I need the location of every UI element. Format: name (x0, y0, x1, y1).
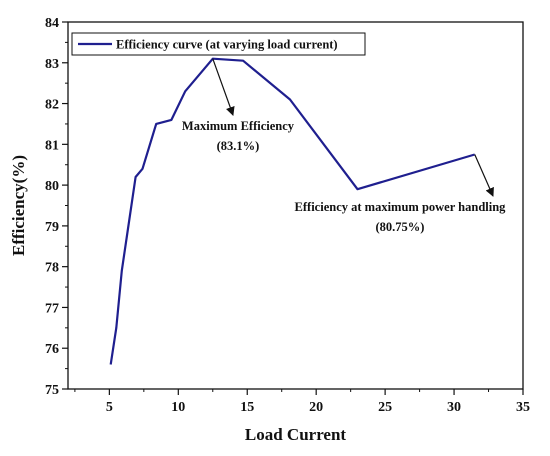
y-axis-title: Efficiency(%) (9, 155, 28, 256)
annotation-max-efficiency-line2: (83.1%) (217, 139, 260, 153)
y-tick-label: 75 (45, 383, 59, 398)
x-tick-label: 25 (378, 400, 392, 415)
y-tick-label: 79 (45, 220, 59, 235)
y-tick-label: 78 (45, 261, 59, 276)
annotation-max-power-line1: Efficiency at maximum power handling (295, 200, 507, 214)
x-tick-label: 5 (106, 400, 113, 415)
x-tick-label: 15 (240, 400, 254, 415)
annotation-max-efficiency-line1: Maximum Efficiency (182, 119, 295, 133)
y-tick-label: 84 (45, 16, 59, 31)
y-tick-label: 77 (45, 301, 59, 316)
efficiency-line (109, 57, 476, 365)
y-tick-label: 81 (45, 138, 59, 153)
x-axis-title: Load Current (245, 425, 347, 444)
y-tick-label: 82 (45, 98, 59, 113)
y-tick-label: 76 (45, 342, 59, 357)
annotation-arrow-max-power (474, 154, 494, 197)
x-tick-label: 30 (447, 400, 461, 415)
y-tick-label: 80 (45, 179, 59, 194)
x-tick-label: 20 (309, 400, 323, 415)
x-tick-label: 35 (516, 400, 530, 415)
legend-label: Efficiency curve (at varying load curren… (116, 38, 338, 52)
annotation-arrow-max-efficiency (212, 58, 235, 116)
annotation-max-power-line2: (80.75%) (376, 220, 425, 234)
legend-box (71, 32, 366, 56)
x-tick-label: 10 (171, 400, 185, 415)
y-tick-label: 83 (45, 57, 59, 72)
